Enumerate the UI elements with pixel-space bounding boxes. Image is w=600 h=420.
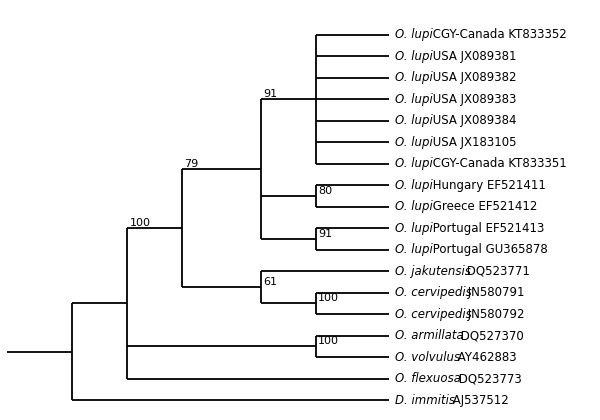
Text: Hungary EF521411: Hungary EF521411 (429, 179, 546, 192)
Text: JN580791: JN580791 (464, 286, 525, 299)
Text: O. lupi: O. lupi (395, 71, 433, 84)
Text: O. lupi: O. lupi (395, 114, 433, 127)
Text: O. armillata: O. armillata (395, 329, 464, 342)
Text: USA JX089383: USA JX089383 (429, 93, 517, 106)
Text: 100: 100 (318, 294, 339, 303)
Text: 100: 100 (130, 218, 151, 228)
Text: O. lupi: O. lupi (395, 93, 433, 106)
Text: AJ537512: AJ537512 (449, 394, 509, 407)
Text: O. lupi: O. lupi (395, 222, 433, 235)
Text: Portugal GU365878: Portugal GU365878 (429, 243, 548, 256)
Text: O. lupi: O. lupi (395, 200, 433, 213)
Text: O. lupi: O. lupi (395, 179, 433, 192)
Text: AY462883: AY462883 (454, 351, 517, 364)
Text: Greece EF521412: Greece EF521412 (429, 200, 538, 213)
Text: USA JX089382: USA JX089382 (429, 71, 517, 84)
Text: JN580792: JN580792 (464, 307, 525, 320)
Text: 100: 100 (318, 336, 339, 346)
Text: 79: 79 (185, 159, 199, 169)
Text: USA JX089384: USA JX089384 (429, 114, 517, 127)
Text: O. lupi: O. lupi (395, 29, 433, 42)
Text: CGY-Canada KT833351: CGY-Canada KT833351 (429, 158, 567, 171)
Text: 61: 61 (263, 277, 277, 287)
Text: O. cervipedis: O. cervipedis (395, 307, 472, 320)
Text: O. volvulus: O. volvulus (395, 351, 460, 364)
Text: O. lupi: O. lupi (395, 50, 433, 63)
Text: O. lupi: O. lupi (395, 136, 433, 149)
Text: O. lupi: O. lupi (395, 243, 433, 256)
Text: DQ523773: DQ523773 (455, 372, 521, 385)
Text: O. cervipedis: O. cervipedis (395, 286, 472, 299)
Text: D. immitis: D. immitis (395, 394, 455, 407)
Text: USA JX183105: USA JX183105 (429, 136, 517, 149)
Text: O. flexuosa: O. flexuosa (395, 372, 461, 385)
Text: 91: 91 (263, 89, 277, 100)
Text: Portugal EF521413: Portugal EF521413 (429, 222, 544, 235)
Text: DQ523771: DQ523771 (463, 265, 530, 278)
Text: CGY-Canada KT833352: CGY-Canada KT833352 (429, 29, 567, 42)
Text: USA JX089381: USA JX089381 (429, 50, 517, 63)
Text: O. lupi: O. lupi (395, 158, 433, 171)
Text: 80: 80 (318, 186, 332, 196)
Text: O. jakutensis: O. jakutensis (395, 265, 471, 278)
Text: DQ527370: DQ527370 (457, 329, 524, 342)
Text: 91: 91 (318, 229, 332, 239)
